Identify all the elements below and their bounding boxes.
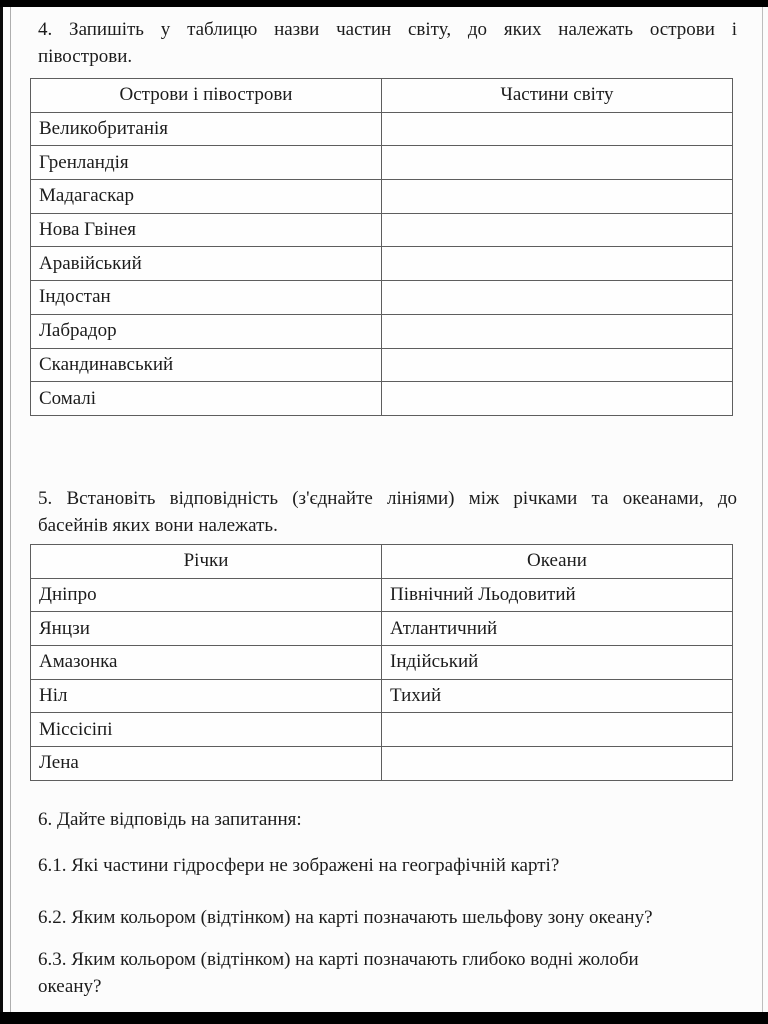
river-cell: Ніл (30, 678, 382, 714)
task5-prompt-line1: 5. Встановіть відповідність (з'єднайте л… (38, 487, 737, 509)
island-cell: Скандинавський (30, 347, 382, 383)
task6-heading: 6. Дайте відповідь на запитання: (38, 808, 302, 830)
ocean-cell: Тихий (381, 678, 733, 714)
ocean-cell: Індійський (381, 644, 733, 680)
answer-cell (381, 381, 733, 416)
ocean-cell (381, 746, 733, 781)
answer-cell (381, 313, 733, 349)
island-cell: Гренландія (30, 145, 382, 181)
left-scan-line (10, 7, 11, 1012)
rivers-header-cell: Річки (30, 543, 382, 579)
answer-cell (381, 347, 733, 383)
island-cell: Великобританія (30, 111, 382, 147)
task6-question-1: 6.1. Які частини гідросфери не зображені… (38, 854, 560, 876)
table-row: Сомалі (30, 381, 733, 416)
answer-cell (381, 246, 733, 282)
world-parts-header-cell: Частини світу (381, 78, 733, 113)
island-cell: Нова Гвінея (30, 212, 382, 248)
table-row: Міссісіпі (30, 712, 733, 747)
table-row: Аравійський (30, 246, 733, 282)
worksheet-page: 4. Запишіть у таблицю назви частин світу… (0, 7, 768, 1000)
ocean-cell (381, 712, 733, 747)
task6-question-3-line1: 6.3. Яким кольором (відтінком) на карті … (38, 948, 639, 970)
table-row: Індостан (30, 280, 733, 315)
table-row: Ніл Тихий (30, 678, 733, 714)
ocean-cell: Північний Льодовитий (381, 577, 733, 613)
river-cell: Міссісіпі (30, 712, 382, 747)
answer-cell (381, 212, 733, 248)
bottom-black-bar (0, 1012, 768, 1024)
islands-table: Острови і півострови Частини світу Велик… (30, 78, 733, 416)
river-cell: Янцзи (30, 611, 382, 646)
top-black-bar (0, 0, 768, 7)
islands-table-header-row: Острови і півострови Частини світу (30, 78, 733, 113)
ocean-cell: Атлантичний (381, 611, 733, 646)
table-row: Амазонка Індійський (30, 644, 733, 680)
answer-cell (381, 145, 733, 181)
islands-header-cell: Острови і півострови (30, 78, 382, 113)
answer-cell (381, 111, 733, 147)
table-row: Лена (30, 746, 733, 781)
oceans-header-cell: Океани (381, 543, 733, 579)
task5-prompt-line2: басейнів яких вони належать. (38, 514, 278, 536)
task4-prompt-line1: 4. Запишіть у таблицю назви частин світу… (38, 19, 737, 40)
island-cell: Сомалі (30, 381, 382, 416)
table-row: Лабрадор (30, 313, 733, 349)
task6-question-2: 6.2. Яким кольором (відтінком) на карті … (38, 906, 653, 928)
answer-cell (381, 280, 733, 315)
river-cell: Амазонка (30, 644, 382, 680)
task6-question-3: 6.3. Яким кольором (відтінком) на карті … (38, 946, 737, 1000)
table-row: Мадагаскар (30, 179, 733, 214)
island-cell: Лабрадор (30, 313, 382, 349)
task4-prompt-line2: півострови. (38, 46, 133, 67)
river-cell: Лена (30, 746, 382, 781)
task6-question-3-line2: океану? (38, 975, 102, 997)
task5-prompt: 5. Встановіть відповідність (з'єднайте л… (38, 485, 737, 539)
island-cell: Аравійський (30, 246, 382, 282)
table-row: Скандинавський (30, 347, 733, 383)
task4-prompt: 4. Запишіть у таблицю назви частин світу… (38, 16, 737, 70)
river-cell: Дніпро (30, 577, 382, 613)
answer-cell (381, 179, 733, 214)
rivers-oceans-table: Річки Океани Дніпро Північний Льодовитий… (30, 543, 733, 781)
right-scan-line (762, 7, 763, 1012)
island-cell: Мадагаскар (30, 179, 382, 214)
table-row: Великобританія (30, 111, 733, 147)
table-row: Янцзи Атлантичний (30, 611, 733, 646)
table-row: Гренландія (30, 145, 733, 181)
table-row: Нова Гвінея (30, 212, 733, 248)
left-edge-strip (0, 0, 3, 1024)
table-row: Дніпро Північний Льодовитий (30, 577, 733, 613)
rivers-table-header-row: Річки Океани (30, 543, 733, 579)
island-cell: Індостан (30, 280, 382, 315)
